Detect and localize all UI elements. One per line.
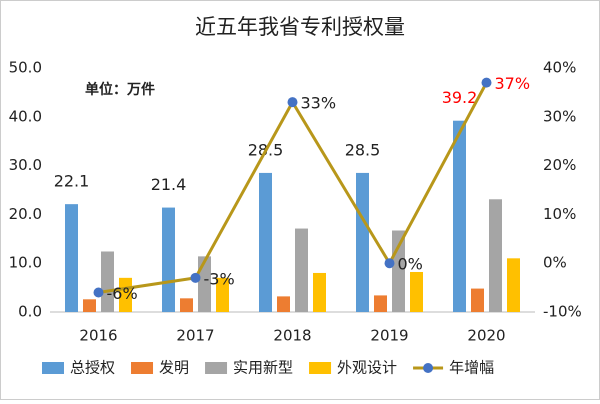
y-tick-label: 40.0: [9, 107, 42, 125]
line-label: -3%: [204, 269, 235, 288]
line-label: 37%: [495, 74, 531, 93]
y2-tick-label: 20%: [543, 156, 576, 174]
legend-label: 实用新型: [233, 359, 293, 377]
bar-label: 39.2: [442, 88, 478, 107]
line-marker: [93, 287, 104, 298]
legend-swatch: [205, 362, 228, 374]
y2-tick-label: 0%: [543, 254, 567, 272]
y2-tick-label: 30%: [543, 107, 576, 125]
bar: [313, 272, 326, 312]
y2-tick-label: 10%: [543, 205, 576, 223]
bar: [65, 204, 78, 312]
legend-swatch: [42, 362, 64, 374]
bar-label: 28.5: [345, 140, 381, 159]
line-marker: [190, 272, 201, 283]
bar: [277, 296, 290, 312]
bar: [162, 207, 175, 312]
bar: [356, 172, 369, 312]
line-label: 33%: [301, 94, 337, 113]
y-tick-label: 20.0: [9, 205, 42, 223]
y-tick-label: 30.0: [9, 156, 42, 174]
line-marker: [481, 77, 492, 88]
legend-label: 年增幅: [449, 359, 494, 377]
legend-swatch: [309, 362, 332, 374]
legend-swatch: [131, 362, 154, 374]
bar: [180, 298, 193, 312]
y-tick-label: 0.0: [18, 303, 42, 321]
chart-title: 近五年我省专利授权量: [195, 15, 405, 39]
bar: [101, 251, 114, 312]
bar-label: 22.1: [54, 172, 90, 191]
bar: [83, 299, 96, 312]
bar: [410, 271, 423, 312]
bar-label: 21.4: [151, 175, 187, 194]
line-marker: [287, 97, 298, 108]
bar: [216, 277, 229, 312]
bar: [295, 228, 308, 312]
bar: [471, 288, 484, 312]
y-tick-label: 50.0: [9, 59, 42, 77]
bar: [259, 172, 272, 312]
bar: [507, 258, 520, 312]
legend-label: 外观设计: [337, 359, 397, 377]
bar: [489, 199, 502, 312]
legend-label: 总授权: [70, 359, 115, 377]
line-label: 0%: [398, 255, 423, 274]
x-tick-label: 2020: [467, 327, 505, 345]
y-tick-label: 10.0: [9, 254, 42, 272]
legend-label: 发明: [159, 359, 189, 377]
x-tick-label: 2019: [370, 327, 408, 345]
y2-tick-label: -10%: [543, 303, 582, 321]
x-tick-label: 2017: [176, 327, 214, 345]
annotation: 单位：万件: [85, 81, 155, 98]
bar: [453, 120, 466, 312]
line-label: -6%: [107, 284, 138, 303]
bar: [374, 295, 387, 312]
y2-tick-label: 40%: [543, 59, 576, 77]
x-tick-label: 2018: [273, 327, 311, 345]
x-tick-label: 2016: [79, 327, 117, 345]
legend-marker: [423, 363, 434, 373]
line-marker: [384, 258, 395, 269]
bar: [119, 277, 132, 312]
